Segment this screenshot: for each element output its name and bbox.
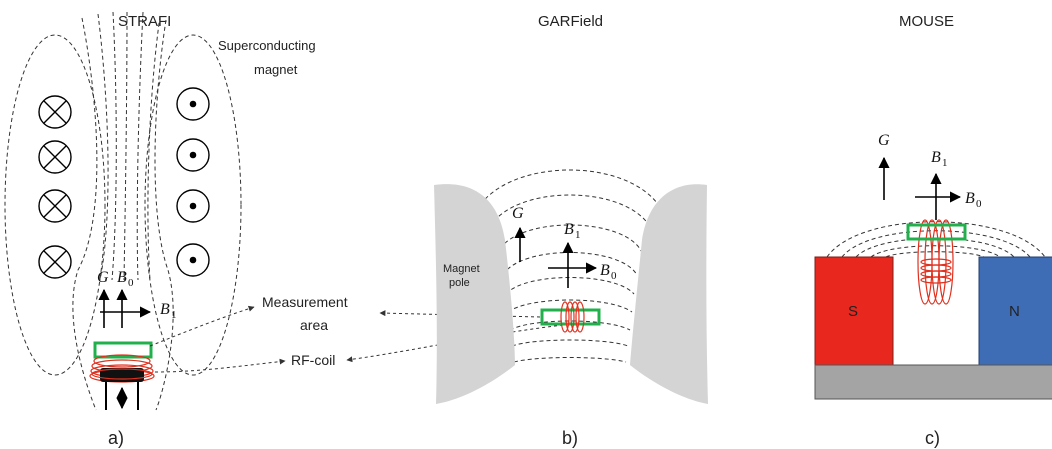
b1-label: B	[931, 149, 941, 166]
strafi-field-lines	[72, 11, 174, 411]
superconducting-magnet-label-line2: magnet	[254, 62, 298, 77]
measurement-label-line2: area	[300, 317, 328, 333]
circle-cross-icon	[38, 95, 72, 279]
magnet-pole-label-line2: pole	[449, 277, 470, 289]
panel-strafi: STRAFI Superconducting	[4, 11, 316, 448]
b1-label: B	[564, 221, 574, 238]
circle-dot-icon	[176, 87, 210, 277]
panel-title-garfield: GARField	[538, 13, 603, 30]
magnet-pole-label-line1: Magnet	[443, 263, 480, 275]
gradient-label: G	[97, 269, 109, 286]
rf-coil-label: RF-coil	[291, 352, 335, 368]
gradient-label: G	[512, 205, 524, 222]
magnet-pole-left	[434, 184, 515, 404]
caption-a: a)	[108, 428, 124, 448]
left-magnet-outline	[4, 34, 106, 376]
b1-subscript: 1	[942, 157, 948, 169]
panel-garfield: GARField Magnet pole G B 1 B 0	[434, 13, 708, 448]
rf-coil-garfield	[560, 301, 585, 333]
b1-subscript: 1	[575, 229, 581, 241]
b0-subscript: 0	[976, 198, 982, 210]
south-pole-label: S	[848, 303, 858, 320]
b0-label: B	[117, 269, 127, 286]
superconducting-magnet-label-line1: Superconducting	[218, 38, 316, 53]
b0-subscript: 0	[128, 277, 134, 289]
b0-subscript: 0	[611, 270, 617, 282]
panel-title-mouse: MOUSE	[899, 13, 954, 30]
panel-title-strafi: STRAFI	[118, 13, 171, 30]
north-pole-label: N	[1009, 303, 1020, 320]
mouse-field-lines	[826, 221, 1046, 258]
strafi-axes: G B 0 B 1	[97, 269, 177, 328]
south-magnet	[814, 256, 894, 366]
panel-mouse: MOUSE S N G B 1 B 0	[814, 13, 1052, 448]
mouse-axes: G B 1 B 0	[878, 132, 982, 220]
measurement-area-box	[540, 308, 601, 326]
rf-coil-pointer-garfield	[346, 324, 564, 363]
measurement-area-box	[93, 341, 153, 359]
base-plate	[814, 364, 1052, 400]
rf-coil-strafi	[89, 354, 155, 383]
garfield-axes: G B 1 B 0	[512, 205, 617, 288]
caption-c: c)	[925, 428, 940, 448]
caption-b: b)	[562, 428, 578, 448]
measurement-pointer-strafi	[149, 305, 255, 347]
b0-label: B	[965, 190, 975, 207]
measurement-area-box	[906, 223, 967, 241]
right-magnet-outline	[144, 34, 242, 376]
measurement-label-line1: Measurement	[262, 294, 348, 310]
b1-subscript: 1	[171, 309, 177, 321]
magnet-pole-right	[630, 184, 708, 404]
gradient-label: G	[878, 132, 890, 149]
b1-label: B	[160, 301, 170, 318]
callouts: Measurement area RF-coil	[149, 294, 564, 373]
b0-label: B	[600, 262, 610, 279]
rf-coil-mouse	[917, 219, 954, 305]
rf-coil-pointer-strafi	[154, 358, 286, 373]
